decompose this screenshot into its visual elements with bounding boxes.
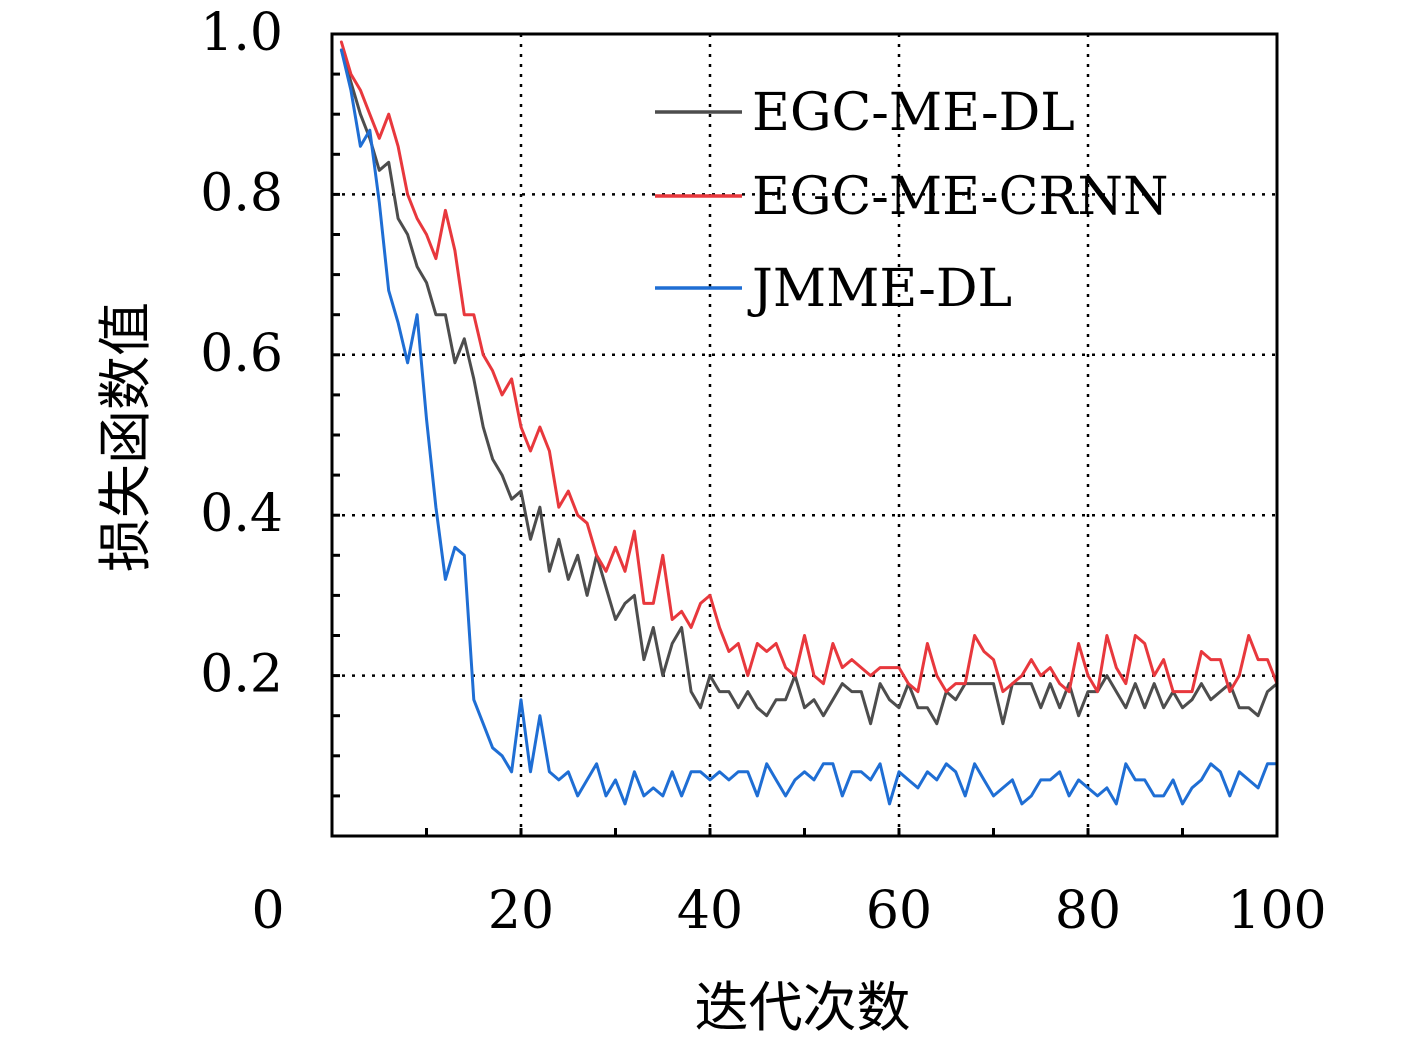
series-line-2 (339, 48, 1279, 806)
series-line-1 (339, 40, 1279, 694)
legend-label-2: JMME-DL (747, 259, 1012, 319)
y-tick-label: 0.8 (200, 163, 283, 223)
series-line-0 (339, 48, 1279, 726)
grid-lines (332, 34, 1277, 836)
x-axis-title: 迭代次数 (695, 976, 911, 1039)
x-tick-label: 100 (1227, 881, 1326, 941)
x-tick-label: 20 (488, 881, 554, 941)
x-tick-label: 80 (1055, 881, 1121, 941)
x-tick-label: 60 (866, 881, 932, 941)
plot-frame (330, 32, 1279, 838)
data-series (339, 40, 1279, 806)
x-tick-labels: 0 20 40 60 80 100 (251, 881, 1326, 941)
x-tick-label: 40 (677, 881, 743, 941)
legend-label-0: EGC-ME-DL (752, 83, 1075, 143)
y-axis-title: 损失函数值 (94, 302, 157, 572)
y-tick-labels: 0.2 0.4 0.6 0.8 1.0 (200, 3, 283, 705)
y-tick-label: 0.6 (200, 324, 283, 384)
y-tick-label: 0.4 (200, 484, 283, 544)
legend-label-1: EGC-ME-CRNN (752, 167, 1169, 227)
x-tick-label: 0 (251, 881, 284, 941)
legend: EGC-ME-DL EGC-ME-CRNN JMME-DL (655, 83, 1169, 319)
y-tick-label: 1.0 (200, 3, 283, 63)
y-tick-label: 0.2 (200, 645, 283, 705)
